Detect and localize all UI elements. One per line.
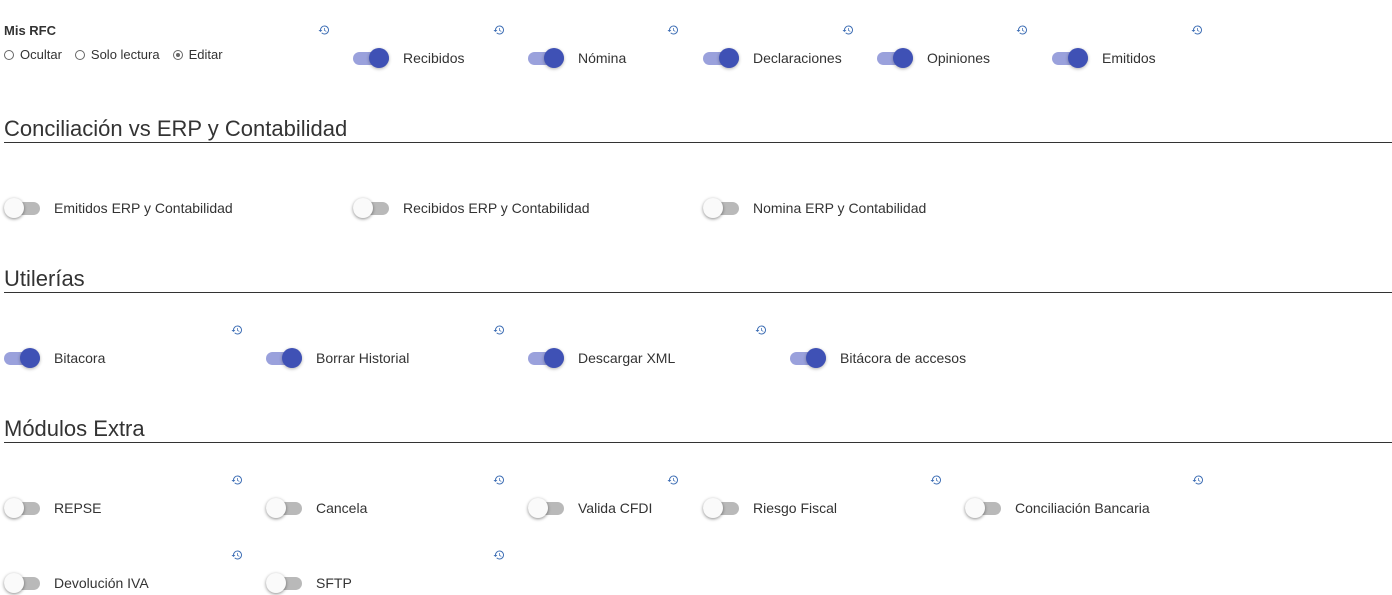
history-icon[interactable] [493, 324, 505, 336]
toggle-descargar-xml[interactable] [528, 346, 566, 370]
history-icon[interactable] [493, 549, 505, 561]
radio-circle[interactable] [74, 49, 85, 60]
toggle-thumb[interactable] [4, 198, 24, 218]
section-divider [4, 142, 1392, 143]
radio-ocultar[interactable]: Ocultar [4, 47, 62, 62]
toggle-thumb[interactable] [544, 48, 564, 68]
toggle-declaraciones[interactable] [703, 46, 741, 70]
radio-editar-label: Editar [188, 47, 223, 62]
toggle-emitidos-label: Emitidos [1102, 50, 1156, 66]
toggle-thumb[interactable] [893, 48, 913, 68]
history-icon[interactable] [231, 549, 243, 561]
toggle-thumb[interactable] [544, 348, 564, 368]
toggle-cancela[interactable] [266, 496, 304, 520]
toggle-thumb[interactable] [806, 348, 826, 368]
toggle-thumb[interactable] [528, 498, 548, 518]
toggle-valida-cfdi[interactable] [528, 496, 566, 520]
toggle-thumb[interactable] [266, 573, 286, 593]
toggle-bitacora-accesos[interactable] [790, 346, 828, 370]
toggle-borrar-historial-label: Borrar Historial [316, 350, 410, 366]
mis-rfc-title: Mis RFC [4, 23, 56, 38]
toggle-thumb[interactable] [4, 498, 24, 518]
toggle-thumb[interactable] [20, 348, 40, 368]
history-icon[interactable] [1192, 474, 1204, 486]
section-divider [4, 292, 1392, 293]
toggle-nomina-erp-label: Nomina ERP y Contabilidad [753, 200, 927, 216]
toggle-thumb[interactable] [369, 48, 389, 68]
toggle-declaraciones-label: Declaraciones [753, 50, 842, 66]
toggle-riesgo-fiscal[interactable] [703, 496, 741, 520]
history-icon[interactable] [231, 474, 243, 486]
section-title-modulos-extra: Módulos Extra [4, 416, 145, 441]
toggle-recibidos[interactable] [353, 46, 391, 70]
section-title-utilerias: Utilerías [4, 266, 85, 291]
toggle-thumb[interactable] [703, 498, 723, 518]
toggle-opiniones-label: Opiniones [927, 50, 991, 66]
toggle-borrar-historial[interactable] [266, 346, 304, 370]
radio-ocultar-label: Ocultar [20, 47, 62, 62]
toggle-thumb[interactable] [4, 573, 24, 593]
history-icon[interactable] [231, 324, 243, 336]
history-icon[interactable] [667, 24, 679, 36]
toggle-valida-cfdi-label: Valida CFDI [578, 500, 653, 516]
radio-solo-lectura[interactable]: Solo lectura [74, 47, 160, 62]
toggle-cancela-label: Cancela [316, 500, 368, 516]
toggle-recibidos-label: Recibidos [403, 50, 465, 66]
toggle-repse-label: REPSE [54, 500, 102, 516]
toggle-thumb[interactable] [282, 348, 302, 368]
radio-editar[interactable]: Editar [172, 47, 223, 62]
toggle-thumb[interactable] [703, 198, 723, 218]
toggle-thumb[interactable] [719, 48, 739, 68]
toggle-nomina[interactable] [528, 46, 566, 70]
toggle-devolucion-iva-label: Devolución IVA [54, 575, 149, 591]
radio-solo-lectura-label: Solo lectura [90, 47, 160, 62]
toggle-repse[interactable] [4, 496, 42, 520]
history-icon[interactable] [667, 474, 679, 486]
toggle-sftp[interactable] [266, 571, 304, 595]
toggle-emitidos-erp[interactable] [4, 196, 42, 220]
mis-rfc-radio-group: Ocultar Solo lectura Editar [4, 47, 236, 62]
history-icon[interactable] [1016, 24, 1028, 36]
toggle-nomina-label: Nómina [578, 50, 627, 66]
toggle-bitacora-accesos-label: Bitácora de accesos [840, 350, 967, 366]
history-icon[interactable] [493, 24, 505, 36]
history-icon[interactable] [318, 24, 330, 36]
toggle-thumb[interactable] [1068, 48, 1088, 68]
history-icon[interactable] [1191, 24, 1203, 36]
radio-circle[interactable] [4, 49, 14, 60]
section-divider [4, 442, 1392, 443]
toggle-sftp-label: SFTP [316, 575, 352, 591]
toggle-bitacora[interactable] [4, 346, 42, 370]
toggle-bitacora-label: Bitacora [54, 350, 106, 366]
toggle-conciliacion-bancaria-label: Conciliación Bancaria [1015, 500, 1150, 516]
history-icon[interactable] [493, 474, 505, 486]
toggle-riesgo-fiscal-label: Riesgo Fiscal [753, 500, 838, 516]
toggle-emitidos[interactable] [1052, 46, 1090, 70]
toggle-thumb[interactable] [266, 498, 286, 518]
radio-circle[interactable] [172, 49, 183, 60]
history-icon[interactable] [930, 474, 942, 486]
toggle-nomina-erp[interactable] [703, 196, 741, 220]
toggle-recibidos-erp-label: Recibidos ERP y Contabilidad [403, 200, 590, 216]
toggle-thumb[interactable] [353, 198, 373, 218]
toggle-thumb[interactable] [965, 498, 985, 518]
toggle-emitidos-erp-label: Emitidos ERP y Contabilidad [54, 200, 233, 216]
toggle-descargar-xml-label: Descargar XML [578, 350, 676, 366]
history-icon[interactable] [842, 24, 854, 36]
toggle-opiniones[interactable] [877, 46, 915, 70]
toggle-recibidos-erp[interactable] [353, 196, 391, 220]
toggle-conciliacion-bancaria[interactable] [965, 496, 1003, 520]
toggle-devolucion-iva[interactable] [4, 571, 42, 595]
history-icon[interactable] [755, 324, 767, 336]
section-title-conciliacion: Conciliación vs ERP y Contabilidad [4, 116, 348, 141]
